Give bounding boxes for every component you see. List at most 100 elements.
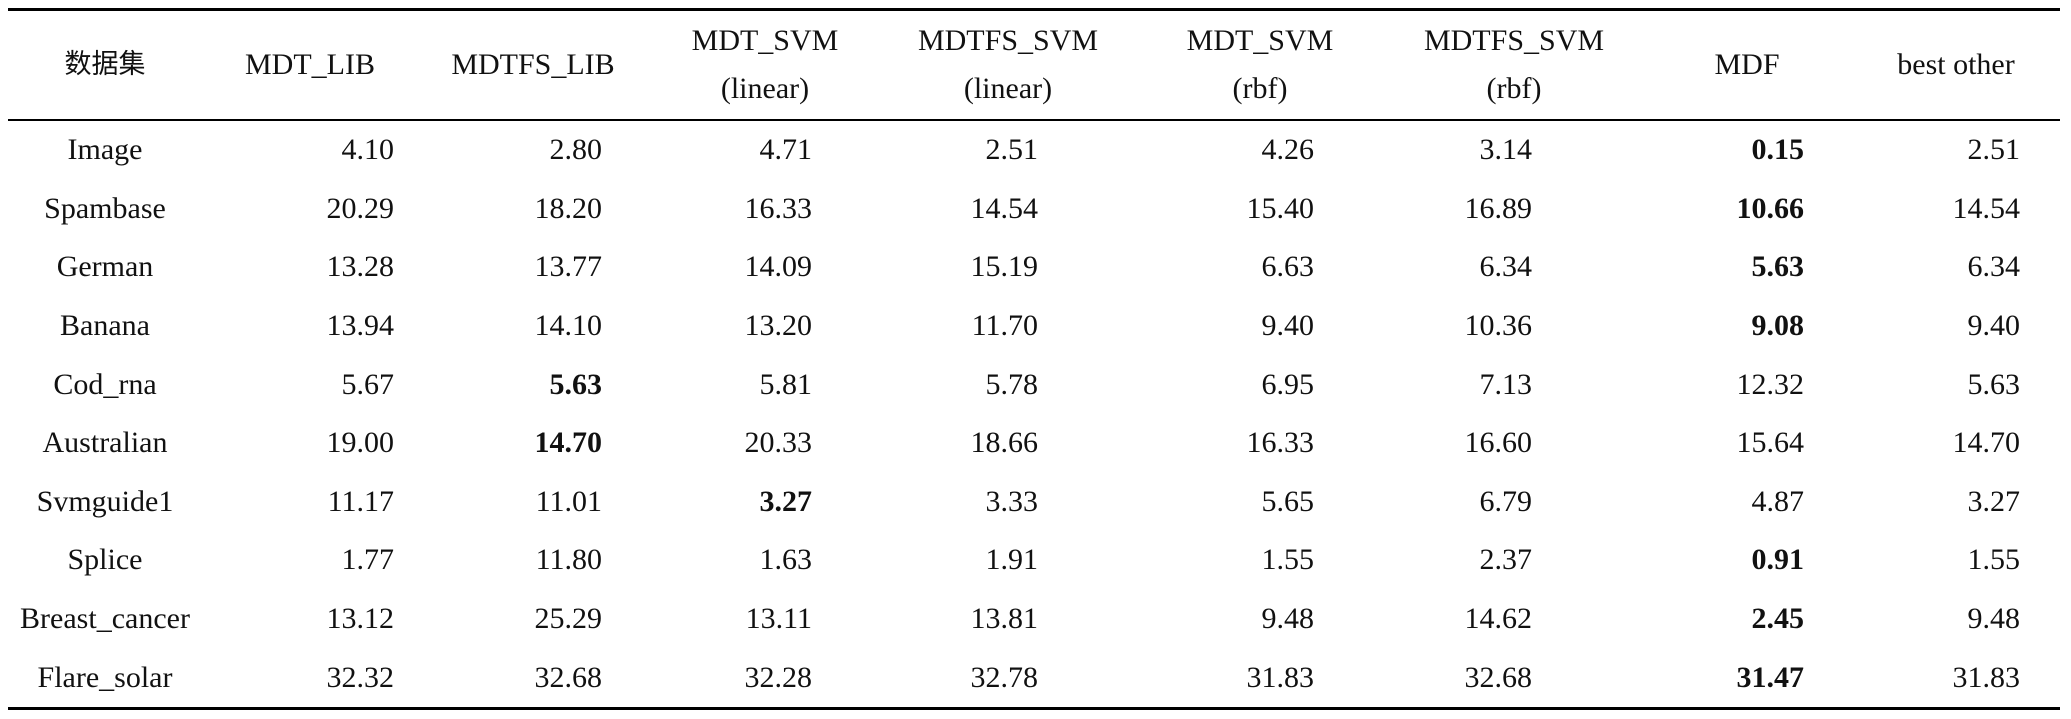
table-body: Image 4.10 2.80 4.71 2.51 4.26 3.14 0.15 2.51 Spa…	[8, 120, 2060, 710]
value-cell: 25.29	[534, 602, 603, 636]
column-header-line: MDT_SVM	[691, 24, 839, 57]
value-cell: 9.40	[1261, 309, 1315, 343]
value-cell: 4.71	[759, 133, 813, 167]
value-cell: 32.68	[1386, 648, 1642, 710]
value-cell-best: 14.70	[534, 426, 603, 460]
value-cell-best: 3.27	[759, 484, 813, 518]
value-cell: 6.63	[1261, 250, 1315, 284]
table-row: Spambase 20.29 18.20 16.33 14.54 15.40 16.89 10…	[8, 180, 2060, 239]
value-cell: 32.28	[648, 648, 882, 710]
value-cell: 14.54	[970, 191, 1039, 225]
value-cell: 31.83	[1852, 648, 2060, 710]
value-cell: 32.68	[418, 648, 648, 710]
value-cell: 6.34	[1479, 250, 1533, 284]
table-row: Flare_solar 32.32 32.68 32.28 32.78 31.83 32.6…	[8, 648, 2060, 710]
column-header-line: (linear)	[720, 72, 810, 105]
value-cell: 7.13	[1479, 367, 1533, 401]
value-cell: 1.55	[1967, 543, 2021, 577]
value-cell-best: 10.66	[1736, 191, 1805, 225]
value-cell: 14.54	[1952, 191, 2021, 225]
value-cell-best: 0.91	[1751, 543, 1805, 577]
column-header-line: best other	[1897, 48, 2015, 81]
value-cell-best: 5.63	[549, 367, 603, 401]
value-cell: 4.87	[1751, 484, 1805, 518]
value-cell: 1.77	[341, 543, 395, 577]
column-header-line: 数据集	[64, 49, 146, 80]
value-cell-best: 5.63	[1751, 250, 1805, 284]
value-cell: 3.14	[1479, 133, 1533, 167]
column-header: MDTFS_SVM (rbf)	[1386, 8, 1642, 121]
dataset-name-cell: Image	[67, 133, 143, 167]
value-cell: 19.00	[326, 426, 395, 460]
value-cell: 14.62	[1464, 602, 1533, 636]
value-cell: 3.27	[1967, 484, 2021, 518]
column-header: MDT_LIB	[202, 8, 418, 121]
dataset-name-cell: Splice	[67, 543, 143, 577]
value-cell: 5.67	[341, 367, 395, 401]
value-cell: 2.80	[549, 133, 603, 167]
dataset-name-cell: Breast_cancer	[20, 602, 190, 636]
value-cell: 12.32	[1736, 367, 1805, 401]
column-header: MDT_SVM (rbf)	[1134, 8, 1386, 121]
value-cell: 13.94	[326, 309, 395, 343]
column-header-line: (linear)	[963, 72, 1053, 105]
table-row: Banana 13.94 14.10 13.20 11.70 9.40 10.36 9.08 9…	[8, 297, 2060, 356]
value-cell: 9.48	[1261, 602, 1315, 636]
value-cell: 14.09	[744, 250, 813, 284]
value-cell: 6.79	[1479, 484, 1533, 518]
value-cell-best: 0.15	[1751, 133, 1805, 167]
value-cell-best: 2.45	[1751, 602, 1805, 636]
value-cell: 9.48	[1967, 602, 2021, 636]
column-header-line: MDT_LIB	[245, 48, 375, 81]
value-cell: 16.33	[744, 191, 813, 225]
column-header-dataset: 数据集	[8, 8, 202, 121]
value-cell: 9.40	[1967, 309, 2021, 343]
column-header-line: MDTFS_LIB	[451, 48, 615, 81]
table-row: Image 4.10 2.80 4.71 2.51 4.26 3.14 0.15 2.51	[8, 120, 2060, 180]
value-cell: 14.10	[534, 309, 603, 343]
value-cell: 6.95	[1261, 367, 1315, 401]
column-header-line: (rbf)	[1232, 72, 1288, 105]
column-header-line: MDF	[1714, 48, 1780, 81]
column-header: MDTFS_LIB	[418, 8, 648, 121]
value-cell: 32.32	[202, 648, 418, 710]
column-header-line: MDT_SVM	[1186, 24, 1334, 57]
value-cell: 14.70	[1952, 426, 2021, 460]
column-header-line: MDTFS_SVM	[917, 24, 1099, 57]
value-cell: 11.17	[327, 484, 394, 518]
dataset-name-cell: Svmguide1	[36, 484, 174, 518]
value-cell: 16.89	[1464, 191, 1533, 225]
value-cell: 15.19	[970, 250, 1039, 284]
value-cell: 13.20	[744, 309, 813, 343]
table-row: Splice 1.77 11.80 1.63 1.91 1.55 2.37 0.91 1.55	[8, 531, 2060, 590]
value-cell: 15.40	[1246, 191, 1315, 225]
value-cell: 11.80	[535, 543, 602, 577]
value-cell: 5.63	[1967, 367, 2021, 401]
header-row: 数据集 MDT_LIB MDTFS_LIB MDT_SVM (linear) MDTFS_…	[8, 8, 2060, 121]
value-cell: 6.34	[1967, 250, 2021, 284]
value-cell: 20.33	[744, 426, 813, 460]
column-header: MDTFS_SVM (linear)	[882, 8, 1134, 121]
value-cell: 1.91	[985, 543, 1039, 577]
results-table: 数据集 MDT_LIB MDTFS_LIB MDT_SVM (linear) MDTFS_…	[8, 8, 2060, 710]
table-row: Cod_rna 5.67 5.63 5.81 5.78 6.95 7.13 12.32 5.63	[8, 355, 2060, 414]
value-cell: 2.51	[985, 133, 1039, 167]
value-cell: 13.12	[326, 602, 395, 636]
dataset-name-cell: Flare_solar	[8, 648, 202, 710]
value-cell: 11.01	[535, 484, 602, 518]
value-cell: 1.63	[759, 543, 813, 577]
value-cell: 3.33	[985, 484, 1039, 518]
table-row: Breast_cancer 13.12 25.29 13.11 13.81 9.48 14.…	[8, 590, 2060, 649]
value-cell: 20.29	[326, 191, 395, 225]
value-cell: 13.81	[970, 602, 1039, 636]
value-cell: 5.78	[985, 367, 1039, 401]
value-cell: 13.11	[745, 602, 812, 636]
column-header-line: (rbf)	[1486, 72, 1542, 105]
table-row: German 13.28 13.77 14.09 15.19 6.63 6.34 5.63 6.…	[8, 238, 2060, 297]
value-cell: 16.33	[1246, 426, 1315, 460]
value-cell: 2.37	[1479, 543, 1533, 577]
value-cell: 18.66	[970, 426, 1039, 460]
value-cell: 18.20	[534, 191, 603, 225]
dataset-name-cell: Banana	[60, 309, 150, 343]
value-cell: 4.10	[341, 133, 395, 167]
